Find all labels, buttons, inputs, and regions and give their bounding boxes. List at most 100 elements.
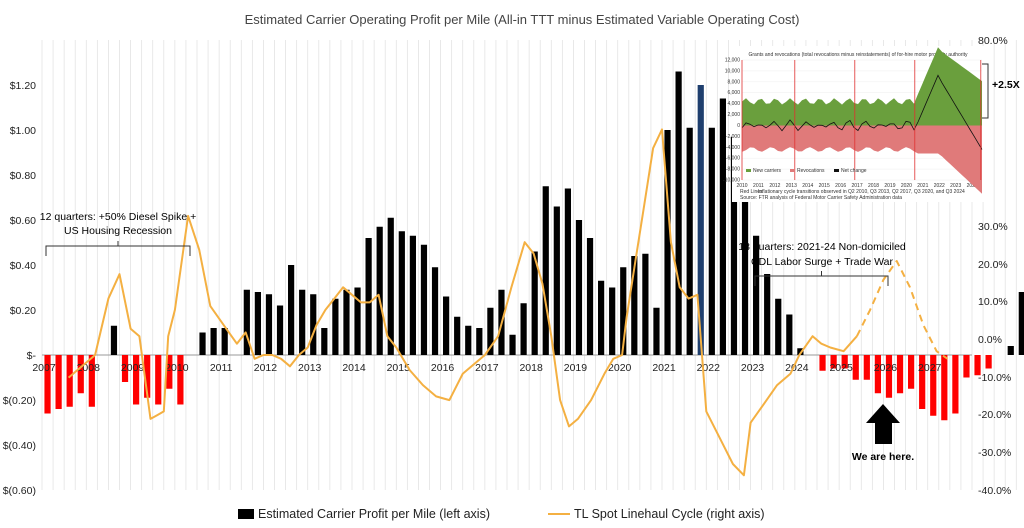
inset-annotation: +2.5X <box>992 79 1020 91</box>
right-axis-tick-label: 30.0% <box>978 221 1008 233</box>
we-are-here-label: We are here. <box>852 451 914 463</box>
year-label: 2016 <box>431 362 455 374</box>
right-axis-tick-label: -30.0% <box>978 447 1011 459</box>
left-axis-tick-label: $0.20 <box>10 305 36 317</box>
inset-ytick: -10,000 <box>723 178 740 184</box>
profit-bar <box>896 355 904 394</box>
left-axis-tick-label: $- <box>27 350 37 362</box>
inset-ytick: -2,000 <box>726 134 740 140</box>
profit-bar <box>697 85 704 355</box>
year-label: 2015 <box>387 362 411 374</box>
profit-bar <box>354 287 361 355</box>
left-axis-tick-label: $(0.60) <box>3 485 36 497</box>
profit-bar <box>332 298 339 355</box>
left-axis-tick-label: $(0.40) <box>3 440 36 452</box>
left-axis-tick-label: $(0.20) <box>3 395 36 407</box>
left-axis: $1.20 $1.00 $0.80 $0.60 $0.40 $0.20 $- $(0.20) $… <box>3 80 37 497</box>
profit-bar <box>941 355 948 421</box>
right-axis-tick-label: -40.0% <box>978 485 1011 497</box>
right-axis-tick-label: -10.0% <box>978 372 1011 384</box>
year-label: 2013 <box>298 362 322 374</box>
profit-bar <box>930 355 937 416</box>
profit-bar <box>775 298 782 355</box>
profit-bar <box>575 220 583 355</box>
year-label: 2007 <box>32 362 56 374</box>
profit-bar <box>664 130 671 355</box>
inset-ytick: -8,000 <box>726 167 740 173</box>
x-axis: 2007 2008 2009 2010 2011 2012 2013 2014 2015 2016… <box>32 362 941 374</box>
profit-bar <box>155 355 162 405</box>
annotation-text: US Housing Recession <box>64 225 172 237</box>
profit-bar <box>852 355 859 380</box>
profit-bar <box>299 289 306 355</box>
inset-legend-label: Revocations <box>797 168 825 174</box>
left-axis-tick-label: $1.20 <box>10 80 36 92</box>
profit-bar <box>520 303 527 355</box>
inset-bracket <box>982 63 989 119</box>
we-are-here-arrow <box>866 404 900 444</box>
right-axis-tick-label: 0.0% <box>978 334 1002 346</box>
profit-bar <box>841 355 848 369</box>
profit-bar <box>974 355 981 376</box>
legend-swatch-profit <box>238 509 254 519</box>
bracket-2007-2010 <box>45 245 191 256</box>
inset-xtick: 2020 <box>901 183 912 189</box>
inset-ytick: 8,000 <box>727 79 740 85</box>
inset-xtick: 2021 <box>917 183 928 189</box>
inset-xtick: 2015 <box>819 183 830 189</box>
profit-bar <box>764 274 771 355</box>
inset-xtick: 2017 <box>852 183 863 189</box>
chart-title: Estimated Carrier Operating Profit per M… <box>245 12 800 27</box>
year-label: 2010 <box>165 362 189 374</box>
left-axis-tick-label: $0.40 <box>10 260 36 272</box>
profit-bar <box>1018 292 1024 355</box>
profit-bar <box>454 316 461 355</box>
profit-bar <box>553 206 560 355</box>
year-label: 2009 <box>121 362 145 374</box>
profit-bar <box>409 235 416 355</box>
profit-bar <box>874 355 881 394</box>
profit-bar <box>177 355 184 405</box>
left-axis-tick-label: $1.00 <box>10 125 36 137</box>
annotations: 12 quarters: +50% Diesel Spike + US Housi… <box>40 211 914 463</box>
year-label: 2023 <box>741 362 765 374</box>
profit-bar <box>110 325 118 355</box>
inset-ytick: 2,000 <box>727 112 740 118</box>
profit-bar <box>55 355 62 409</box>
year-label: 2022 <box>697 362 721 374</box>
inset-xtick: 2016 <box>835 183 846 189</box>
inset-ytick: 10,000 <box>725 68 741 74</box>
profit-bar <box>598 280 605 355</box>
profit-bars <box>44 71 1024 421</box>
profit-bar <box>398 231 405 355</box>
inset-legend-swatch <box>746 169 751 172</box>
profit-bar <box>952 355 959 414</box>
right-axis-tick-label: -20.0% <box>978 409 1011 421</box>
inset-legend-swatch <box>790 169 795 172</box>
year-label: 2026 <box>874 362 898 374</box>
profit-bar <box>254 292 261 355</box>
inset-legend-label: New carriers <box>753 168 782 174</box>
year-label: 2019 <box>564 362 588 374</box>
inset-xtick: 2013 <box>786 183 797 189</box>
profit-bar <box>210 328 217 355</box>
inset-net-change-line <box>741 74 983 150</box>
profit-bar <box>653 307 660 355</box>
grid <box>41 40 1017 490</box>
profit-bar <box>387 217 394 355</box>
right-axis-tick-label: 80.0% <box>978 35 1008 47</box>
inset-legend-swatch <box>834 169 839 172</box>
profit-bar <box>609 287 616 355</box>
inset-ytick: -6,000 <box>726 156 740 162</box>
profit-bar <box>620 267 627 355</box>
profit-bar <box>420 244 428 355</box>
profit-bar <box>686 127 693 355</box>
inset-xtick: 2022 <box>934 183 945 189</box>
inset-xtick: 2012 <box>769 183 780 189</box>
profit-bar <box>631 256 638 355</box>
profit-bar <box>221 328 228 355</box>
inset-xtick: 2023 <box>950 183 961 189</box>
profit-bar <box>963 355 970 378</box>
year-label: 2014 <box>342 362 366 374</box>
